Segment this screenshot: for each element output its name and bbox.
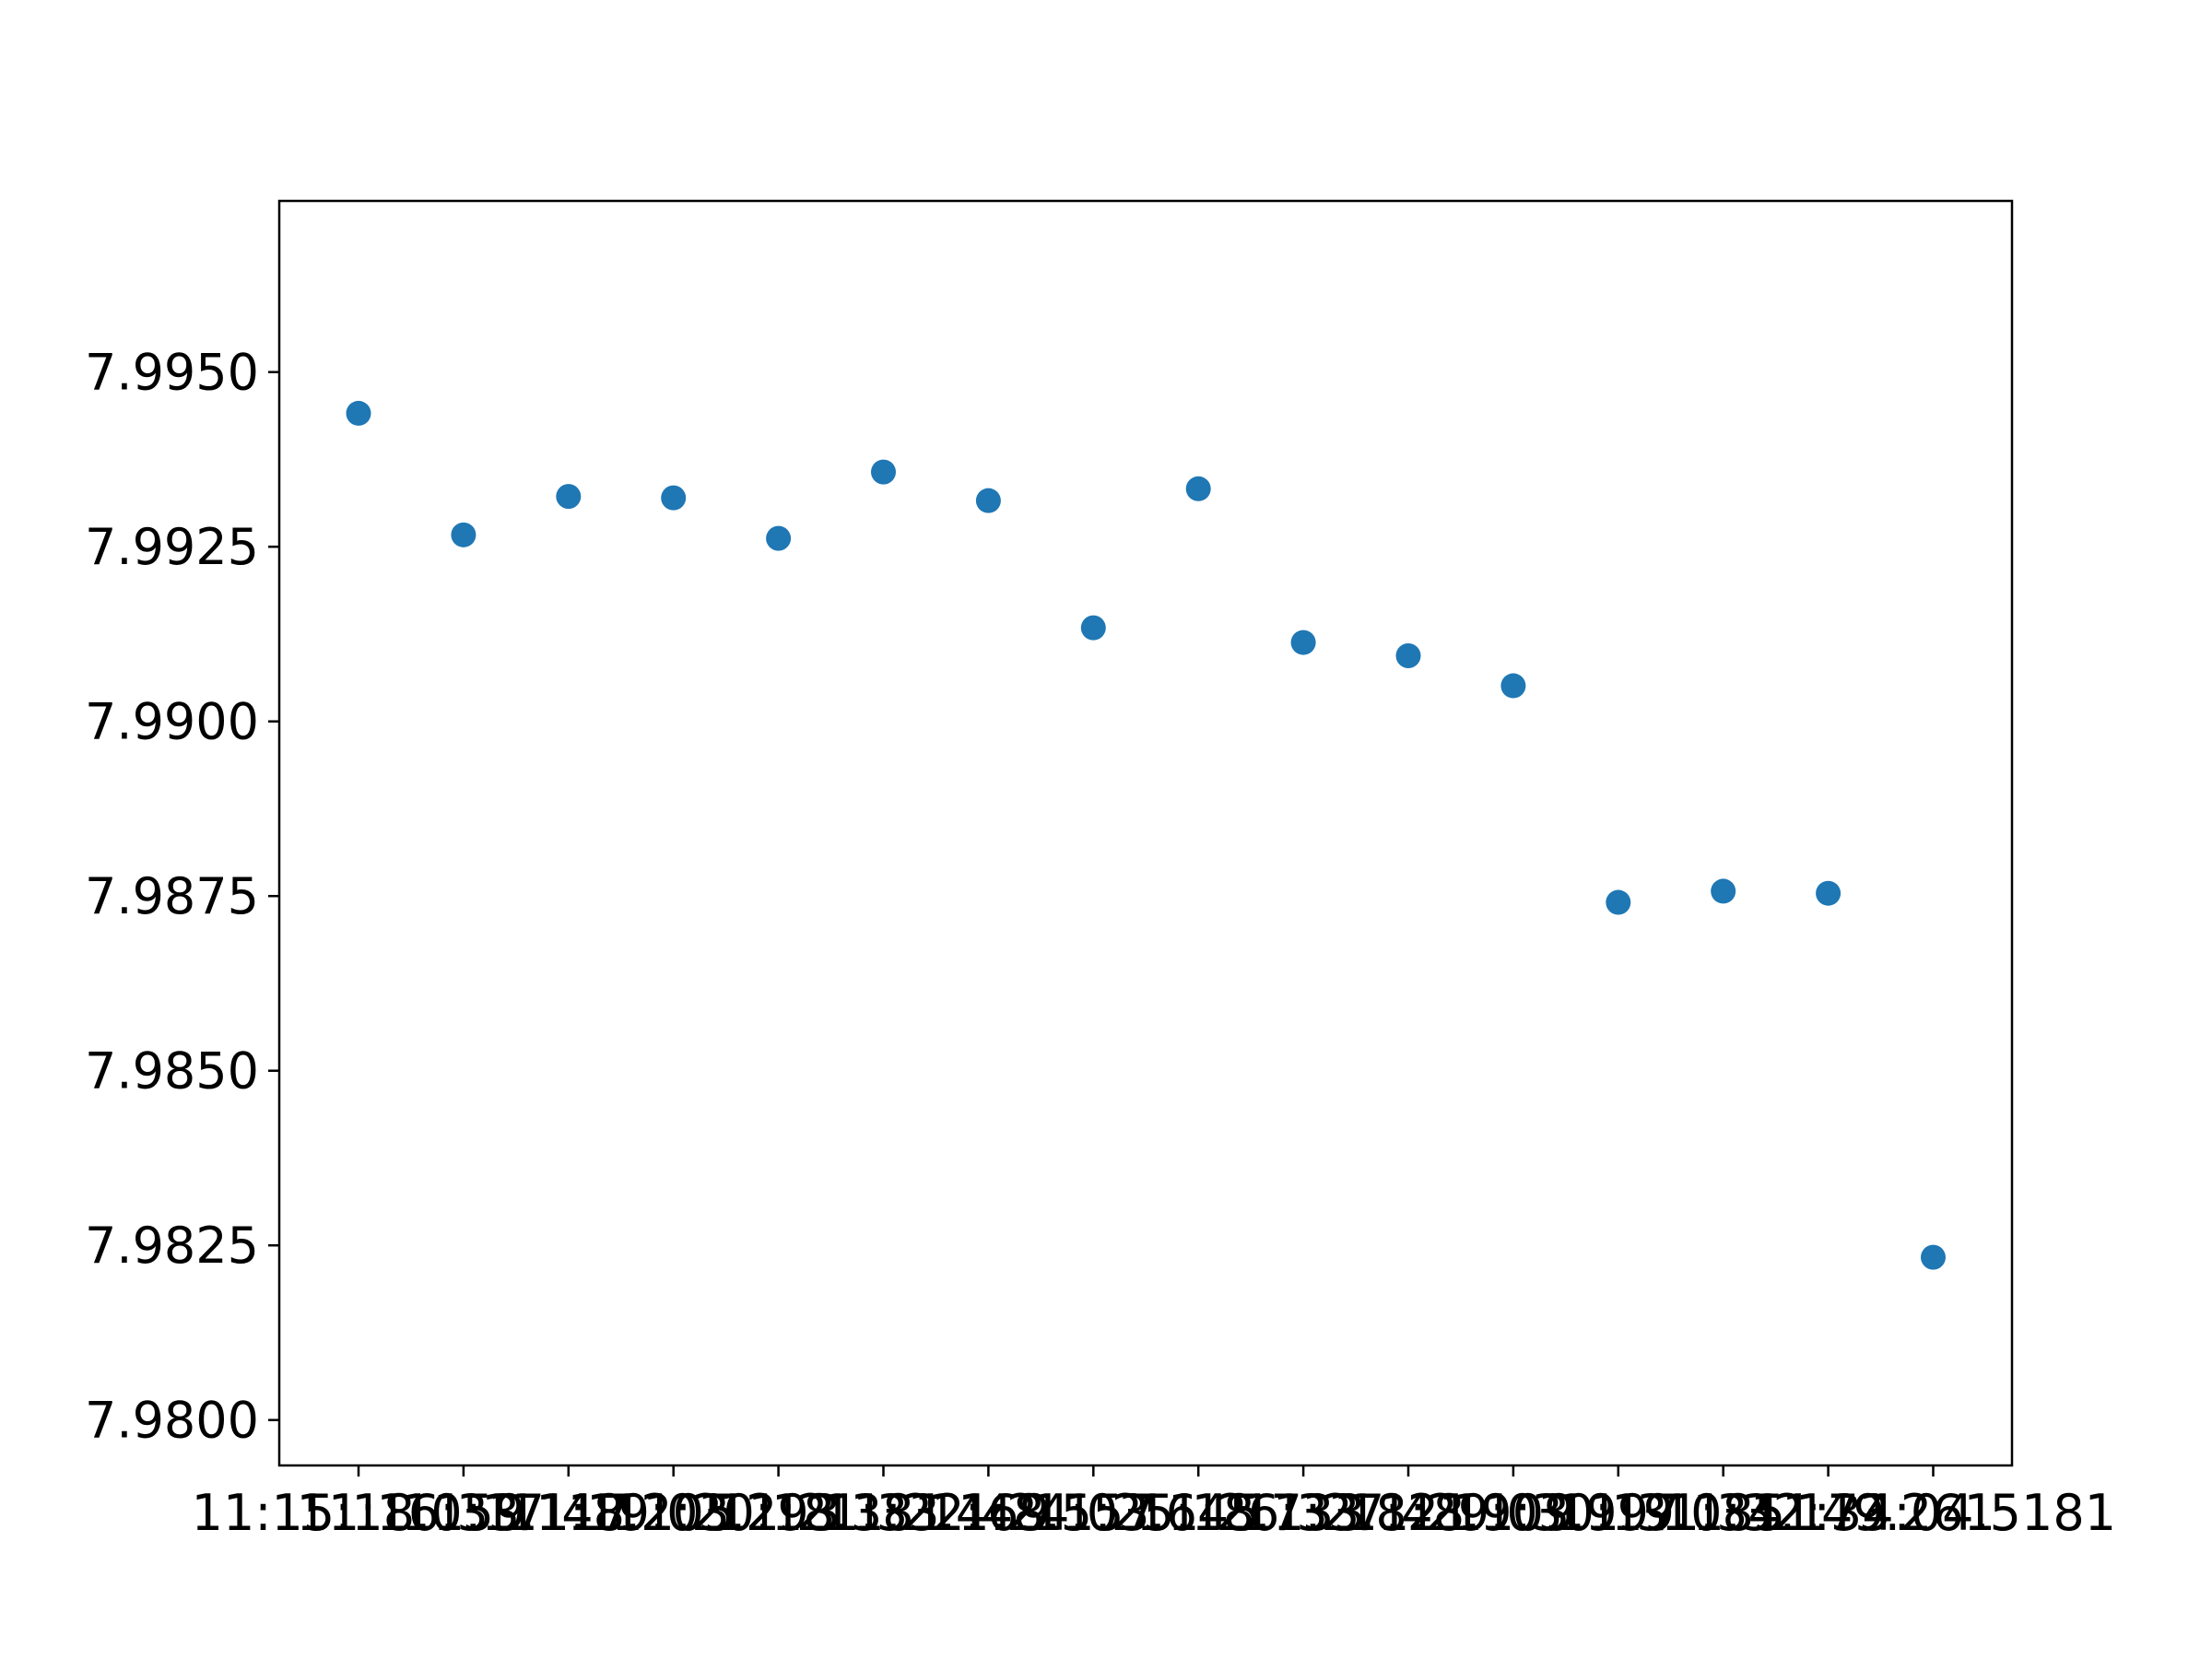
- data-point: [1395, 642, 1421, 668]
- data-point: [766, 525, 792, 551]
- x-tick-label: 11:15:18.059: [192, 1484, 526, 1542]
- x-tick-label: 11:16:33.117: [297, 1484, 631, 1542]
- x-tick-label: 11:25:18.733: [1031, 1484, 1366, 1542]
- data-point: [1185, 476, 1211, 501]
- x-tick-label: 11:21:33.469: [716, 1484, 1051, 1542]
- x-tick-label: 11:26:33.821: [1136, 1484, 1471, 1542]
- y-tick-label: 7.9925: [85, 518, 259, 576]
- data-point: [1500, 673, 1526, 699]
- data-point: [1816, 880, 1841, 906]
- y-tick-label: 7.9950: [85, 344, 259, 402]
- x-tick-label: 11:22:48.557: [821, 1484, 1156, 1542]
- data-point: [1290, 629, 1316, 655]
- data-point: [975, 488, 1001, 513]
- x-axis: 11:15:18.05911:16:33.11711:17:48.20511:1…: [192, 1465, 2116, 1542]
- x-tick-label: 11:32:49.261: [1661, 1484, 1995, 1542]
- data-point: [661, 485, 687, 511]
- data-point: [556, 484, 582, 510]
- data-point: [871, 459, 896, 485]
- x-tick-label: 11:19:03.293: [506, 1484, 841, 1542]
- data-point: [1080, 615, 1106, 641]
- x-tick-label: 11:27:48.909: [1241, 1484, 1576, 1542]
- x-tick-label: 11:34:04.5181: [1750, 1484, 2116, 1542]
- data-point: [451, 522, 477, 547]
- data-point: [1711, 878, 1736, 904]
- data-point: [346, 400, 371, 426]
- plot-frame: [277, 199, 2014, 1467]
- data-point: [1606, 889, 1631, 915]
- x-tick-label: 11:31:34.173: [1556, 1484, 1890, 1542]
- x-tick-label: 11:30:19.085: [1451, 1484, 1785, 1542]
- x-tick-label: 11:24:03.645: [926, 1484, 1261, 1542]
- y-tick-label: 7.9875: [85, 867, 259, 925]
- data-series: [346, 400, 1946, 1270]
- y-tick-label: 7.9800: [85, 1392, 259, 1450]
- x-tick-label: 11:20:18.381: [611, 1484, 946, 1542]
- x-tick-label: 11:17:48.205: [401, 1484, 735, 1542]
- data-point: [1921, 1244, 1946, 1270]
- y-tick-label: 7.9825: [85, 1217, 259, 1275]
- y-tick-label: 7.9900: [85, 693, 259, 751]
- y-axis: 7.9800 7.9825 7.9850 7.9875 7.9900 7.9925 7.99…: [85, 344, 279, 1450]
- x-tick-label: 11:29:03.997: [1347, 1484, 1681, 1542]
- y-tick-label: 7.9850: [85, 1042, 259, 1100]
